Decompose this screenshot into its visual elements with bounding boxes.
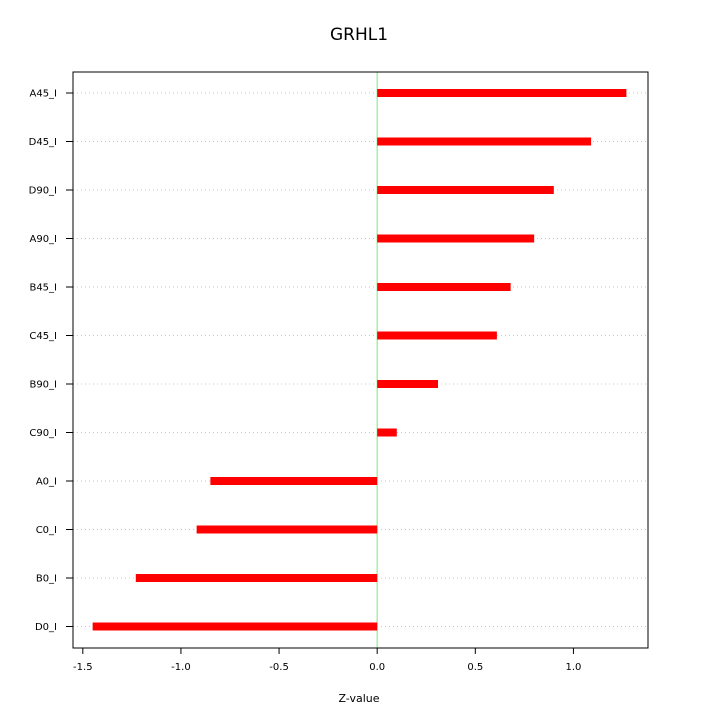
x-tick-label: -1.0 [171,662,191,673]
y-tick-label: D0_I [35,622,57,633]
x-axis-title: Z-value [338,692,379,705]
y-tick-label: A90_I [29,234,57,245]
x-tick-label: -1.5 [73,662,93,673]
bar [377,186,554,194]
bar [210,477,378,485]
chart-title: GRHL1 [330,25,388,45]
x-tick-label: -0.5 [269,662,289,673]
bar [196,525,378,534]
y-tick-label: B0_I [36,574,57,585]
bar [377,234,535,243]
x-tick-label: 0.5 [467,662,483,673]
bar [377,331,497,340]
y-tick-label: A45_I [29,89,57,100]
y-tick-label: B45_I [29,283,57,294]
bar [377,428,397,437]
y-tick-label: D90_I [29,186,57,197]
bars [92,89,627,631]
bar [377,380,439,388]
y-tick-label: D45_I [29,137,57,148]
y-tick-label: A0_I [36,477,57,488]
bar [92,622,378,631]
bar [377,283,511,291]
x-tick-label: 1.0 [565,662,581,673]
bar [377,137,592,146]
y-tick-label: C90_I [29,428,57,439]
x-axis: -1.5 -1.0 -0.5 0.0 0.5 1.0 [73,648,581,673]
bar [377,89,627,97]
y-tick-label: C45_I [29,331,57,342]
y-axis: A45_I D45_I D90_I A90_I B45_I C45_I B90_I C90_I… [29,89,73,633]
x-tick-label: 0.0 [369,662,385,673]
y-tick-label: C0_I [36,525,57,536]
y-tick-label: B90_I [29,380,57,391]
grid-lines [73,92,648,627]
plot-frame [72,71,649,649]
bar [135,574,378,582]
